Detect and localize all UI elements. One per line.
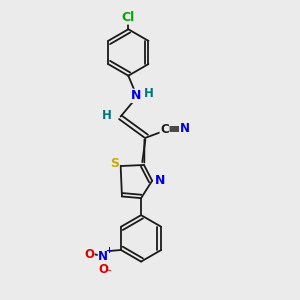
Text: N: N bbox=[98, 250, 108, 263]
Text: Cl: Cl bbox=[122, 11, 135, 24]
Text: +: + bbox=[105, 246, 112, 255]
Text: N: N bbox=[154, 174, 165, 187]
Text: H: H bbox=[143, 87, 153, 100]
Text: C: C bbox=[160, 123, 169, 136]
Text: N: N bbox=[131, 89, 141, 102]
Text: ⁻: ⁻ bbox=[105, 268, 111, 278]
Text: O: O bbox=[98, 263, 108, 276]
Text: H: H bbox=[102, 109, 112, 122]
Text: S: S bbox=[110, 157, 119, 170]
Text: O: O bbox=[84, 248, 94, 261]
Text: N: N bbox=[180, 122, 190, 135]
